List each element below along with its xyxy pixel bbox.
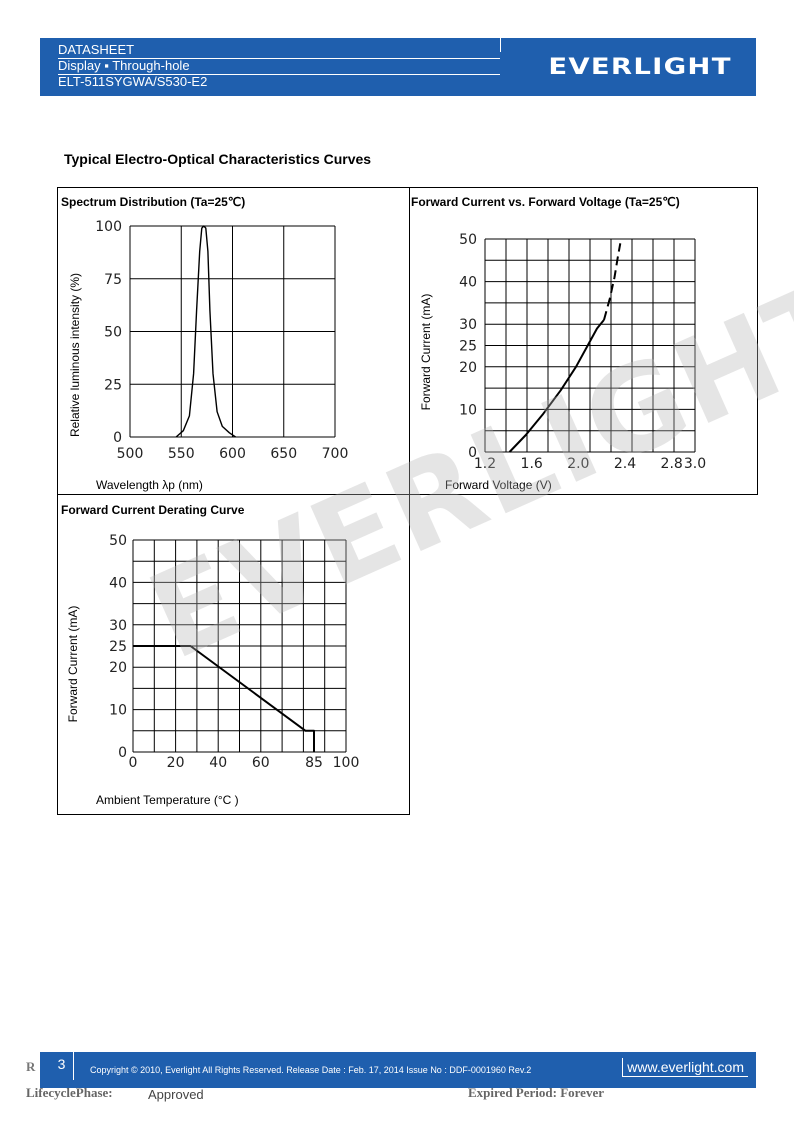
x-tick-label: 550 (168, 446, 195, 462)
lifecycle-value: Approved (148, 1087, 204, 1102)
series-line (133, 645, 315, 752)
x-tick-label: 2.0 (567, 456, 589, 472)
y-tick-label: 30 (459, 317, 477, 333)
series-line (508, 319, 605, 453)
x-tick-label: 60 (252, 755, 270, 771)
y-tick-label: 10 (109, 703, 127, 719)
everlight-logo: EVERLIGHT (548, 55, 732, 80)
footer-fragment: R (26, 1059, 36, 1074)
copyright-text: Copyright © 2010, Everlight All Rights R… (90, 1065, 532, 1075)
y-tick-label: 50 (104, 325, 122, 341)
page-number: 3 (50, 1052, 74, 1080)
x-tick-label: 85 (305, 755, 323, 771)
y-tick-label: 40 (109, 575, 127, 591)
doc-type: DATASHEET (58, 42, 135, 57)
y-tick-label: 40 (459, 275, 477, 291)
y-tick-label: 0 (468, 445, 477, 461)
header-text: DATASHEET Display ▪ Through-hole ELT-511… (58, 42, 207, 90)
expired-period: Expired Period: Forever (468, 1085, 604, 1100)
y-tick-label: 10 (459, 402, 477, 418)
x-tick-label: 40 (209, 755, 227, 771)
series-line (603, 243, 622, 321)
y-tick-label: 25 (104, 377, 122, 393)
x-tick-label: 700 (322, 446, 349, 462)
y-tick-label: 0 (113, 430, 122, 446)
y-axis-label: Forward Current (mA) (66, 606, 80, 723)
y-tick-label: 20 (459, 360, 477, 376)
y-tick-label: 30 (109, 618, 127, 634)
y-tick-label: 25 (109, 639, 127, 655)
panel-derating (57, 494, 410, 815)
doc-category: Display ▪ Through-hole (58, 58, 190, 73)
y-axis-label: Relative luminous intensity (%) (68, 273, 82, 437)
panel-iv (409, 187, 758, 495)
x-axis-label: Forward Voltage (V) (445, 478, 552, 492)
header-divider (58, 74, 500, 75)
y-tick-label: 0 (118, 745, 127, 761)
x-tick-label: 600 (219, 446, 246, 462)
y-tick-label: 25 (459, 339, 477, 355)
y-tick-label: 20 (109, 660, 127, 676)
x-axis-label: Ambient Temperature (°C ) (96, 793, 239, 807)
lifecycle-label: LifecyclePhase: (26, 1085, 113, 1100)
y-tick-label: 75 (104, 272, 122, 288)
x-tick-label: 1.2 (474, 456, 496, 472)
x-tick-label: 100 (333, 755, 360, 771)
x-tick-label: 0 (129, 755, 138, 771)
y-axis-label: Forward Current (mA) (419, 294, 433, 411)
y-tick-label: 50 (459, 232, 477, 248)
section-title: Typical Electro-Optical Characteristics … (64, 151, 372, 167)
header-divider (58, 58, 500, 59)
chart-title: Spectrum Distribution (Ta=25℃) (61, 195, 246, 209)
y-tick-label: 50 (109, 533, 127, 549)
x-tick-label: 500 (117, 446, 144, 462)
chart-title: Forward Current Derating Curve (61, 503, 245, 517)
x-tick-label: 650 (270, 446, 297, 462)
x-tick-label: 2.8 (661, 456, 683, 472)
series-line (175, 225, 236, 438)
x-tick-label: 2.4 (614, 456, 636, 472)
header-divider (500, 38, 501, 52)
part-number: ELT-511SYGWA/S530-E2 (58, 74, 208, 89)
chart-title: Forward Current vs. Forward Voltage (Ta=… (411, 195, 680, 209)
y-tick-label: 100 (95, 219, 122, 235)
x-tick-label: 1.6 (521, 456, 543, 472)
footer-bar: 3 Copyright © 2010, Everlight All Rights… (40, 1052, 756, 1088)
website-link[interactable]: www.everlight.com (622, 1058, 748, 1077)
x-tick-label: 3.0 (684, 456, 706, 472)
x-tick-label: 20 (167, 755, 185, 771)
header-bar: DATASHEET Display ▪ Through-hole ELT-511… (40, 38, 756, 96)
x-axis-label: Wavelength λp (nm) (96, 478, 203, 492)
